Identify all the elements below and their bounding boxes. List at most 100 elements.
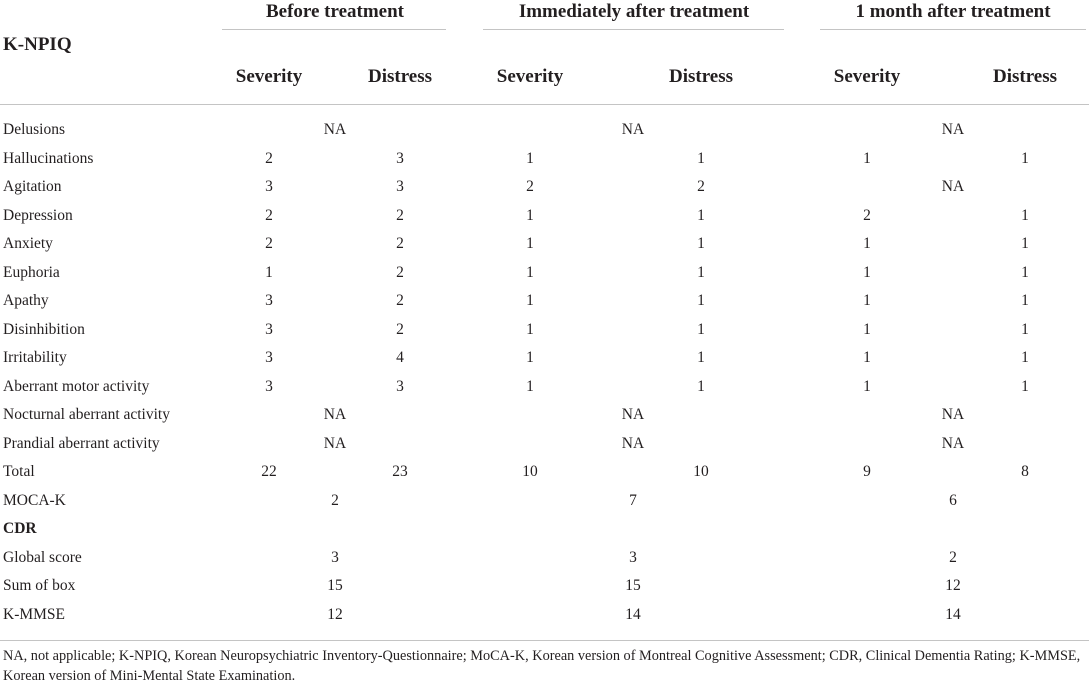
cell-aberrant-motor-activity-1-month-after-treatment-distress: 1	[1021, 377, 1029, 395]
cell-total-1-month-after-treatment-severity: 9	[863, 463, 871, 480]
table-row-total: Total 22 23 10 10 9 8	[0, 458, 1089, 487]
cell-irritability-immediately-after-treatment-distress: 1	[697, 349, 705, 366]
cell-depression-before-treatment-severity: 2	[265, 206, 273, 224]
cell-total-before-treatment-severity: 22	[261, 463, 277, 480]
row-label-hallucinations: Hallucinations	[3, 149, 94, 167]
table-row-global-score: Global score 3 3 2	[0, 544, 1089, 573]
table-row-hallucinations: Hallucinations 2 3 1 1 1 1	[0, 145, 1089, 174]
table-row-k-mmse: K-MMSE 12 14 14	[0, 601, 1089, 630]
table-row-depression: Depression 2 2 1 1 2 1	[0, 202, 1089, 231]
cell-apathy-immediately-after-treatment-distress: 1	[697, 292, 705, 309]
cell-prandial-aberrant-activity-immediately-after-treatment-merged: NA	[621, 434, 645, 452]
cell-delusions-before-treatment-merged: NA	[323, 121, 347, 138]
cell-depression-1-month-after-treatment-distress: 1	[1021, 206, 1029, 224]
row-label-sum-of-box: Sum of box	[3, 577, 76, 594]
row-label-euphoria: Euphoria	[3, 263, 60, 281]
cell-irritability-immediately-after-treatment-severity: 1	[526, 349, 534, 366]
table-row-aberrant-motor-activity: Aberrant motor activity 3 3 1 1 1 1	[0, 373, 1089, 402]
cell-depression-before-treatment-distress: 2	[396, 206, 404, 224]
group-underline-1-month-after-treatment	[820, 29, 1086, 30]
column-header-immediately-after-treatment-distress: Distress	[668, 66, 734, 87]
group-header-1-month-after-treatment: 1 month after treatment	[855, 1, 1051, 22]
cell-depression-immediately-after-treatment-severity: 1	[526, 206, 534, 224]
cell-hallucinations-before-treatment-distress: 3	[396, 149, 404, 167]
row-label-irritability: Irritability	[3, 349, 67, 366]
cell-global-score-immediately-after-treatment-merged: 3	[629, 548, 637, 566]
cell-moca-k-1-month-after-treatment-merged: 6	[949, 491, 957, 509]
column-header-1-month-after-treatment-distress: Distress	[992, 66, 1058, 87]
cell-disinhibition-immediately-after-treatment-distress: 1	[697, 320, 705, 338]
column-header-before-treatment-severity: Severity	[235, 66, 303, 87]
cell-hallucinations-before-treatment-severity: 2	[265, 149, 273, 167]
cell-apathy-before-treatment-severity: 3	[265, 292, 273, 309]
row-label-apathy: Apathy	[3, 292, 49, 309]
table-row-delusions: Delusions NA NA NA	[0, 116, 1089, 145]
cell-irritability-before-treatment-severity: 3	[265, 349, 273, 366]
cell-hallucinations-1-month-after-treatment-distress: 1	[1021, 149, 1029, 167]
cell-depression-1-month-after-treatment-severity: 2	[863, 206, 871, 224]
row-label-global-score: Global score	[3, 548, 82, 566]
column-header-immediately-after-treatment-severity: Severity	[496, 66, 564, 87]
row-label-agitation: Agitation	[3, 178, 62, 195]
table-body: Delusions NA NA NA Hallucinations 2 3 1 1 1 1 Agita…	[0, 116, 1089, 629]
bottom-rule	[0, 640, 1089, 641]
cell-sum-of-box-1-month-after-treatment-merged: 12	[945, 577, 961, 594]
cell-total-immediately-after-treatment-distress: 10	[693, 463, 709, 480]
cell-anxiety-before-treatment-distress: 2	[396, 235, 404, 252]
cell-euphoria-immediately-after-treatment-severity: 1	[526, 263, 534, 281]
row-label-anxiety: Anxiety	[3, 235, 53, 252]
cell-depression-immediately-after-treatment-distress: 1	[697, 206, 705, 224]
cell-prandial-aberrant-activity-before-treatment-merged: NA	[323, 434, 347, 452]
cell-euphoria-before-treatment-distress: 2	[396, 263, 404, 281]
table-row-moca-k: MOCA-K 2 7 6	[0, 487, 1089, 516]
row-label-delusions: Delusions	[3, 121, 65, 138]
table-row-prandial-aberrant-activity: Prandial aberrant activity NA NA NA	[0, 430, 1089, 459]
cell-aberrant-motor-activity-before-treatment-severity: 3	[265, 377, 273, 395]
cell-apathy-immediately-after-treatment-severity: 1	[526, 292, 534, 309]
cell-moca-k-immediately-after-treatment-merged: 7	[629, 491, 637, 509]
cell-euphoria-1-month-after-treatment-severity: 1	[863, 263, 871, 281]
cell-irritability-before-treatment-distress: 4	[396, 349, 404, 366]
stub-header: K-NPIQ	[3, 34, 72, 55]
row-label-k-mmse: K-MMSE	[3, 605, 66, 623]
cell-k-mmse-before-treatment-merged: 12	[327, 605, 343, 623]
row-label-disinhibition: Disinhibition	[3, 320, 85, 338]
table-row-anxiety: Anxiety 2 2 1 1 1 1	[0, 230, 1089, 259]
cell-moca-k-before-treatment-merged: 2	[331, 491, 339, 509]
cell-agitation-1-month-after-treatment-merged: NA	[941, 178, 965, 195]
row-label-aberrant-motor-activity: Aberrant motor activity	[3, 377, 150, 395]
cell-nocturnal-aberrant-activity-before-treatment-merged: NA	[323, 406, 347, 423]
table-row-euphoria: Euphoria 1 2 1 1 1 1	[0, 259, 1089, 288]
cell-prandial-aberrant-activity-1-month-after-treatment-merged: NA	[941, 434, 965, 452]
cell-disinhibition-before-treatment-distress: 2	[396, 320, 404, 338]
cell-hallucinations-immediately-after-treatment-distress: 1	[697, 149, 705, 167]
cell-irritability-1-month-after-treatment-severity: 1	[863, 349, 871, 366]
cell-apathy-1-month-after-treatment-distress: 1	[1021, 292, 1029, 309]
cell-aberrant-motor-activity-before-treatment-distress: 3	[396, 377, 404, 395]
table-row-irritability: Irritability 3 4 1 1 1 1	[0, 344, 1089, 373]
row-label-depression: Depression	[3, 206, 73, 224]
cell-sum-of-box-before-treatment-merged: 15	[327, 577, 343, 594]
cell-anxiety-immediately-after-treatment-severity: 1	[526, 235, 534, 252]
group-header-immediately-after-treatment: Immediately after treatment	[518, 1, 750, 22]
column-header-before-treatment-distress: Distress	[367, 66, 433, 87]
cell-total-immediately-after-treatment-severity: 10	[522, 463, 538, 480]
table-row-nocturnal-aberrant-activity: Nocturnal aberrant activity NA NA NA	[0, 401, 1089, 430]
table-row-disinhibition: Disinhibition 3 2 1 1 1 1	[0, 316, 1089, 345]
group-underline-immediately-after-treatment	[483, 29, 784, 30]
group-underline-before-treatment	[222, 29, 446, 30]
cell-anxiety-1-month-after-treatment-distress: 1	[1021, 235, 1029, 252]
cell-apathy-1-month-after-treatment-severity: 1	[863, 292, 871, 309]
cell-delusions-1-month-after-treatment-merged: NA	[941, 121, 965, 138]
cell-anxiety-1-month-after-treatment-severity: 1	[863, 235, 871, 252]
column-header-1-month-after-treatment-severity: Severity	[833, 66, 901, 87]
cell-agitation-immediately-after-treatment-distress: 2	[697, 178, 705, 195]
row-label-prandial-aberrant-activity: Prandial aberrant activity	[3, 434, 160, 452]
cell-anxiety-immediately-after-treatment-distress: 1	[697, 235, 705, 252]
cell-k-mmse-immediately-after-treatment-merged: 14	[625, 605, 641, 623]
cell-aberrant-motor-activity-immediately-after-treatment-distress: 1	[697, 377, 705, 395]
cell-aberrant-motor-activity-immediately-after-treatment-severity: 1	[526, 377, 534, 395]
table-row-sum-of-box: Sum of box 15 15 12	[0, 572, 1089, 601]
group-header-before-treatment: Before treatment	[265, 1, 405, 22]
